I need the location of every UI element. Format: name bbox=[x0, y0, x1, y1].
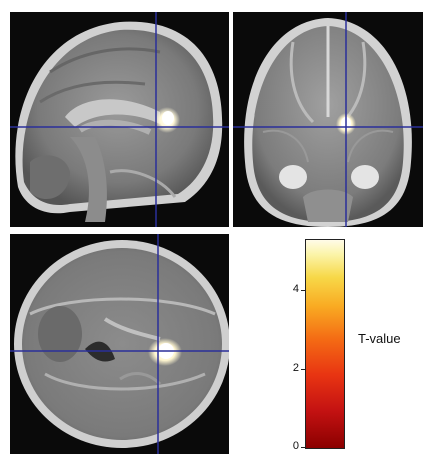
colorbar-tick-label: 0 bbox=[292, 440, 299, 452]
colorbar-gradient bbox=[305, 239, 345, 449]
colorbar-label: T-value bbox=[358, 331, 401, 346]
coronal-brain-slice bbox=[233, 12, 423, 227]
colorbar-tick-mark bbox=[301, 447, 306, 448]
colorbar-tick-label: 2 bbox=[292, 361, 299, 374]
colorbar-tick-label: 4 bbox=[292, 283, 299, 296]
axial-brain-slice bbox=[10, 234, 229, 454]
colorbar-tick-mark bbox=[301, 368, 306, 370]
sagittal-brain-slice bbox=[10, 12, 229, 227]
colorbar-legend: 4 2 0 T-value bbox=[233, 234, 430, 456]
colorbar-tick-mark bbox=[301, 290, 306, 292]
